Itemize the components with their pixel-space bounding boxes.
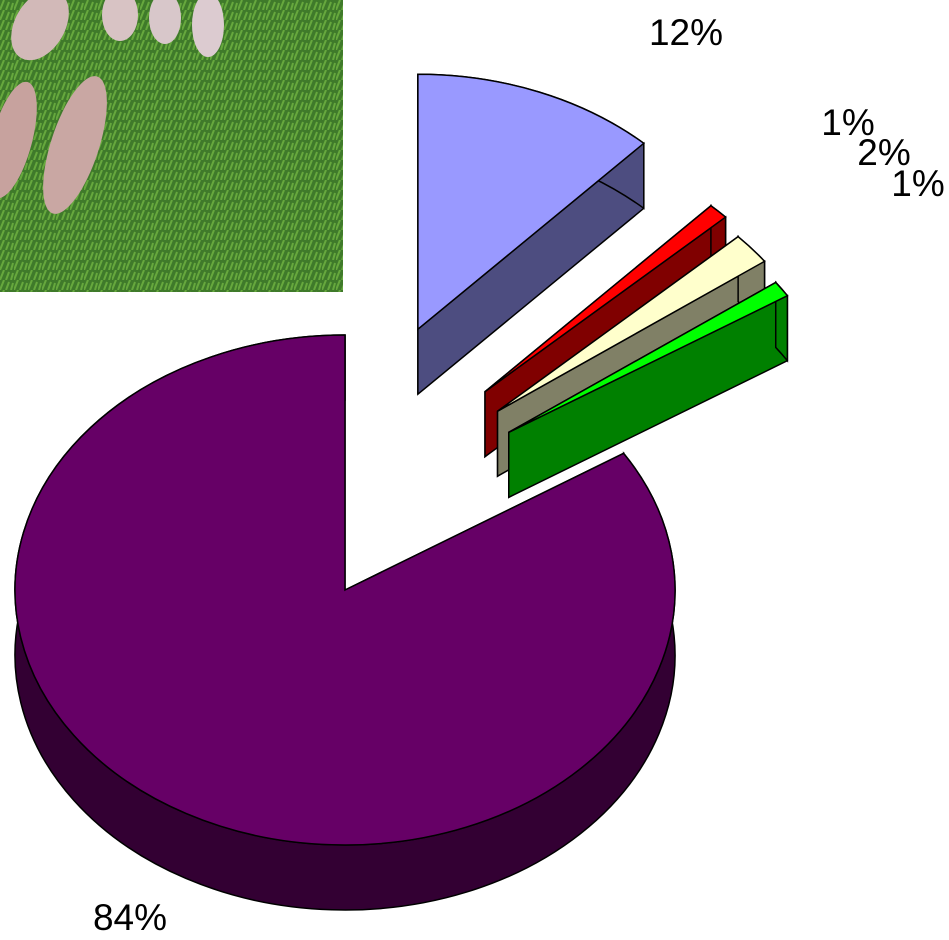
data-label: 1%: [821, 102, 874, 143]
slice-top: [417, 73, 646, 331]
data-label: 1%: [891, 163, 944, 204]
slice-top: [508, 281, 789, 434]
photo: [0, 0, 343, 292]
data-label: 12%: [649, 12, 723, 53]
data-label: 84%: [93, 897, 167, 938]
slice-top: [484, 204, 727, 393]
slice-top: [497, 235, 766, 412]
slice-top: [14, 334, 676, 846]
pie-slice: [417, 73, 646, 396]
pie-slice: [14, 334, 676, 911]
data-label: 2%: [857, 132, 910, 173]
pie-slice: [508, 280, 789, 499]
